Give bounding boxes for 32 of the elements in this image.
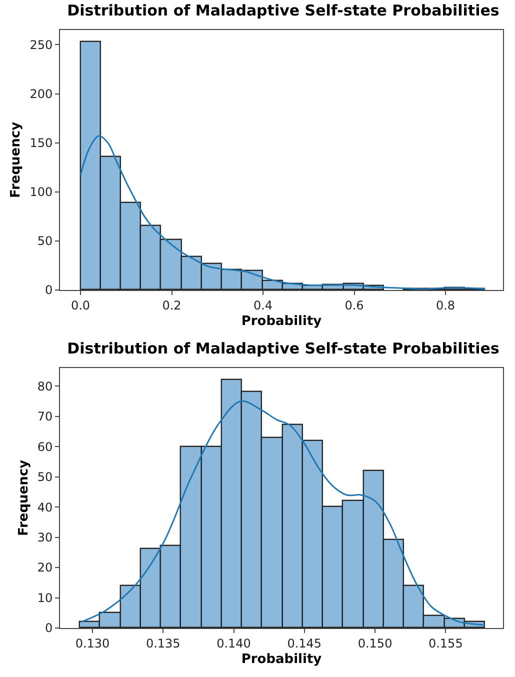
x-tick-label: 0.150 [358, 636, 392, 650]
x-axis-title: Probability [241, 314, 322, 329]
y-tick-label: 0 [44, 621, 53, 636]
y-tick-label: 50 [37, 234, 53, 248]
x-tick-label: 0.4 [253, 298, 273, 312]
y-tick-label: 70 [37, 410, 53, 424]
x-tick-label: 0.2 [162, 298, 182, 312]
x-tick-label: 0.140 [216, 636, 251, 650]
x-tick-label: 0.8 [436, 298, 456, 312]
y-tick-label: 0 [44, 283, 53, 298]
y-axis-title: Frequency [16, 459, 32, 536]
x-tick-label: 0.0 [70, 298, 90, 312]
y-tick-label: 250 [30, 38, 53, 52]
chart-title: Distribution of Maladaptive Self-state Probabilities [67, 340, 500, 358]
x-tick-label: 0.145 [287, 636, 322, 650]
x-tick-label: 0.155 [428, 636, 463, 650]
y-tick-label: 150 [30, 136, 53, 150]
y-tick-label: 50 [37, 470, 53, 484]
y-tick-label: 60 [37, 440, 53, 454]
y-tick-label: 100 [30, 185, 53, 200]
x-tick-label: 0.135 [146, 636, 180, 650]
y-tick-label: 30 [37, 530, 53, 544]
x-axis-title: Probability [241, 652, 322, 667]
chart-title: Distribution of Maladaptive Self-state Probabilities [67, 2, 500, 20]
y-tick-label: 20 [37, 560, 53, 575]
y-axis-title: Frequency [8, 121, 24, 198]
x-tick-label: 0.130 [75, 636, 110, 650]
x-tick-label: 0.6 [344, 298, 364, 312]
y-tick-label: 40 [37, 500, 53, 514]
y-tick-label: 10 [37, 590, 53, 605]
y-tick-label: 80 [37, 379, 53, 394]
y-tick-label: 200 [30, 86, 53, 101]
